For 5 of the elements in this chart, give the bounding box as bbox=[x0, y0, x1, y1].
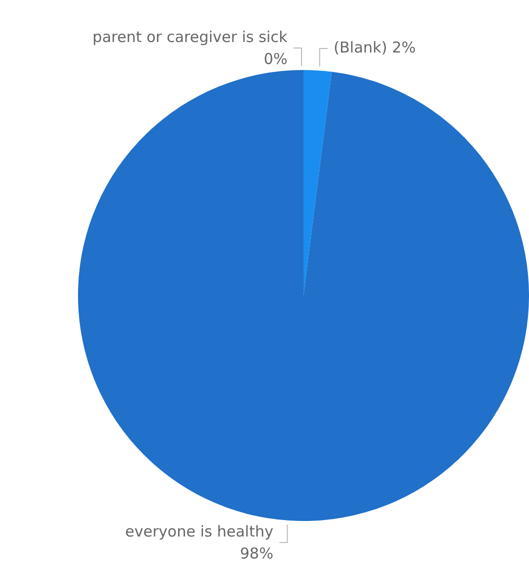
data-label: 98% bbox=[240, 544, 274, 562]
category-label: parent or caregiver is sick bbox=[92, 28, 288, 46]
slice-label: (Blank) 2% bbox=[334, 38, 416, 56]
text: 0% bbox=[264, 50, 288, 68]
slice-label: everyone is healthy bbox=[125, 522, 274, 540]
